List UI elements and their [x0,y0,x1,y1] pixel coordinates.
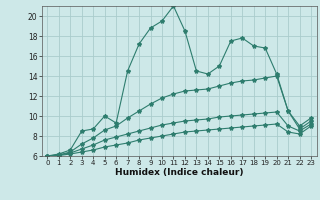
X-axis label: Humidex (Indice chaleur): Humidex (Indice chaleur) [115,168,244,177]
